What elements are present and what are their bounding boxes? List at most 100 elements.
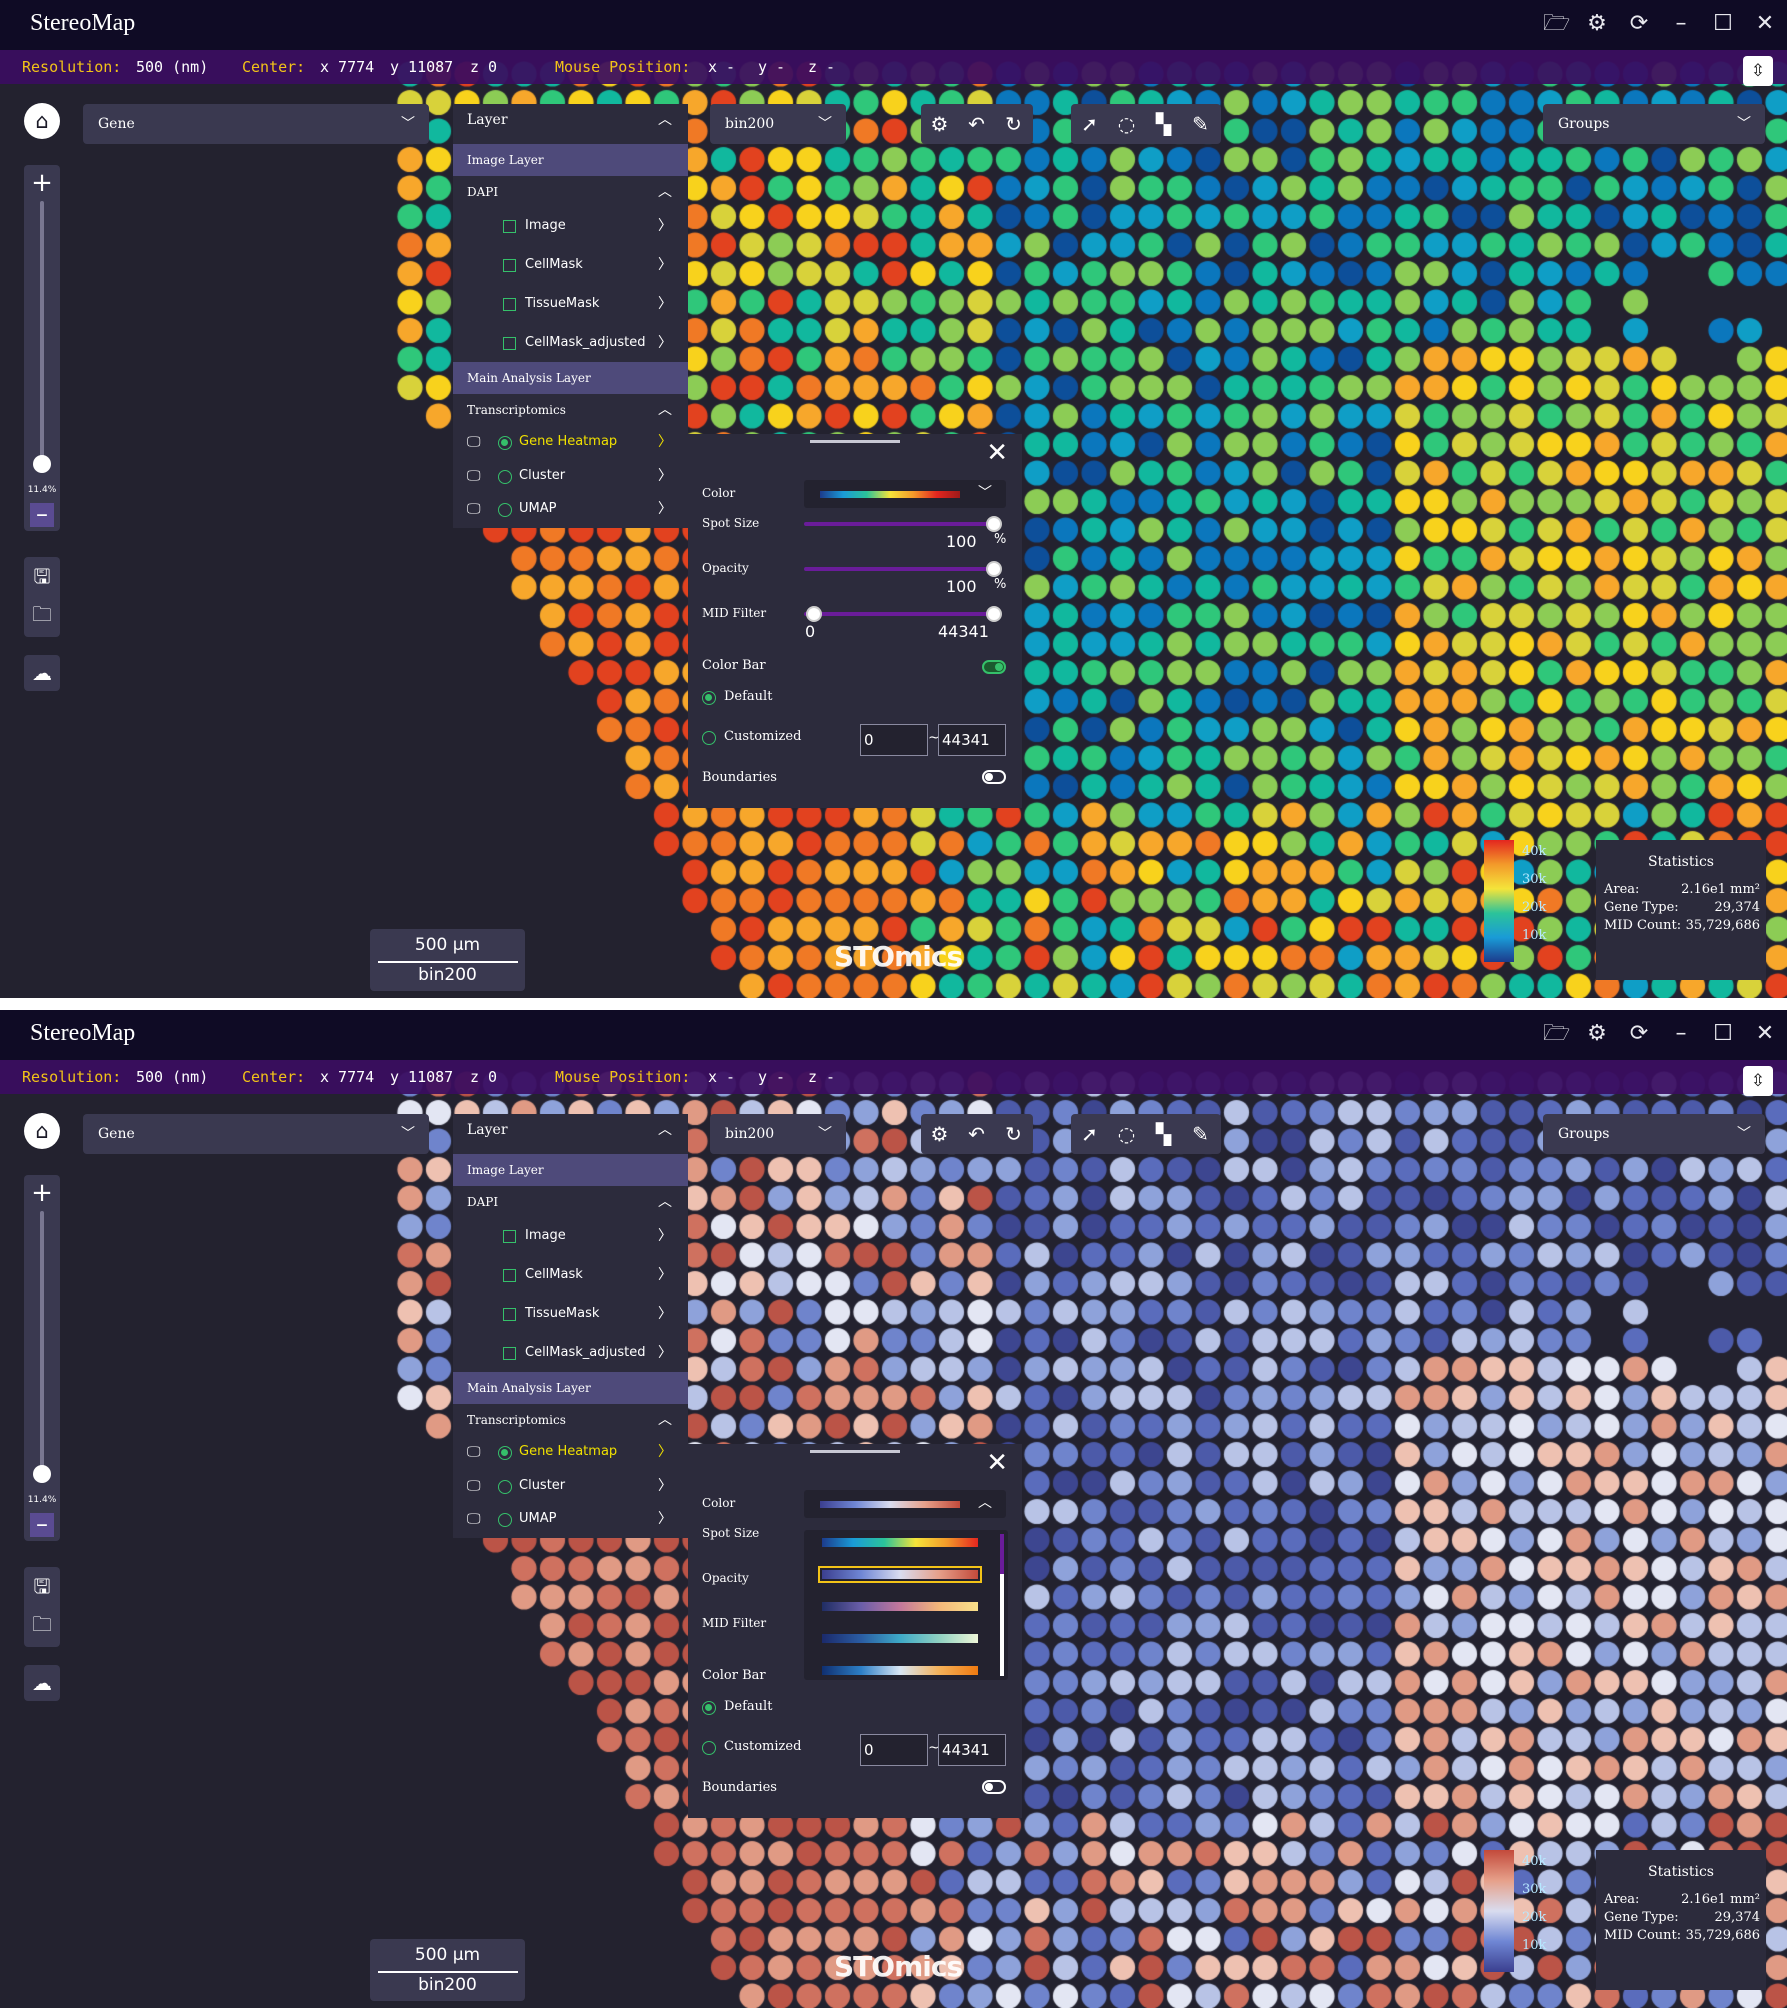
custom-min-input[interactable]: 0 <box>860 724 928 756</box>
chevron-right-icon[interactable]: 〉 <box>658 1306 672 1322</box>
custom-max-input[interactable]: 44341 <box>938 1734 1006 1766</box>
radio[interactable] <box>498 503 512 517</box>
lasso-icon[interactable]: ◌ <box>1117 1122 1136 1146</box>
radio-selected[interactable] <box>498 1446 512 1460</box>
transcriptomics-group[interactable]: Transcriptomics ︿ <box>453 394 688 426</box>
spot-size-slider[interactable] <box>804 516 1002 532</box>
layer-item-umap[interactable]: 🖵 UMAP 〉 <box>453 1503 688 1535</box>
boundaries-toggle[interactable] <box>982 1780 1006 1794</box>
save-icon[interactable]: 🖫 <box>33 564 51 588</box>
layer-item-image[interactable]: Image 〉 <box>453 210 688 242</box>
zoom-out-button[interactable]: – <box>30 1512 54 1537</box>
save-icon[interactable]: 🖫 <box>33 1574 51 1598</box>
close-icon[interactable]: ✕ <box>986 438 1008 468</box>
default-radio[interactable] <box>702 691 716 705</box>
open-folder-icon[interactable]: 🗀 <box>32 602 52 626</box>
slider-knob-max[interactable] <box>986 606 1002 622</box>
checkbox[interactable] <box>503 1308 516 1321</box>
colormap-option-orange-blue[interactable] <box>822 1666 978 1675</box>
screen-icon[interactable]: 🖵 <box>467 434 481 450</box>
pin-icon[interactable]: ⇳ <box>1743 1066 1773 1096</box>
checkbox[interactable] <box>503 220 516 233</box>
screen-icon[interactable]: 🖵 <box>467 501 481 517</box>
home-icon[interactable]: ⌂ <box>24 103 60 139</box>
zoom-slider-track[interactable] <box>40 1211 44 1477</box>
settings-icon[interactable]: ⚙ <box>930 1122 949 1146</box>
refresh-icon[interactable]: ⟳ <box>1629 1021 1649 1046</box>
open-folder-icon[interactable]: 🗀 <box>32 1612 52 1636</box>
layer-item-gene-heatmap[interactable]: 🖵 Gene Heatmap 〉 <box>453 426 688 458</box>
screen-icon[interactable]: 🖵 <box>467 1511 481 1527</box>
chevron-right-icon[interactable]: 〉 <box>658 434 672 450</box>
layer-item-tissuemask[interactable]: TissueMask 〉 <box>453 288 688 320</box>
mid-filter-slider[interactable] <box>804 606 1002 622</box>
maximize-icon[interactable]: ☐ <box>1713 11 1733 36</box>
checkbox[interactable] <box>503 1269 516 1282</box>
gene-dropdown[interactable]: Gene ﹀ <box>83 104 429 144</box>
layer-item-cluster[interactable]: 🖵 Cluster 〉 <box>453 460 688 492</box>
colormap-select[interactable]: ﹀ <box>804 480 1006 508</box>
radio[interactable] <box>498 470 512 484</box>
chevron-right-icon[interactable]: 〉 <box>658 335 672 351</box>
checkbox[interactable] <box>503 298 516 311</box>
colormap-option-plasma[interactable] <box>822 1602 978 1611</box>
opacity-slider[interactable] <box>804 561 1002 577</box>
checkbox[interactable] <box>503 337 516 350</box>
maximize-icon[interactable]: ☐ <box>1713 1021 1733 1046</box>
zoom-out-button[interactable]: – <box>30 502 54 527</box>
minimize-icon[interactable]: – <box>1675 1021 1687 1046</box>
zoom-in-button[interactable]: + <box>31 168 53 198</box>
drag-handle[interactable] <box>810 1450 900 1453</box>
settings-icon[interactable]: ⚙ <box>930 112 949 136</box>
bin-dropdown[interactable]: bin200 ﹀ <box>710 104 846 144</box>
layer-item-cellmask-adjusted[interactable]: CellMask_adjusted 〉 <box>453 327 688 359</box>
custom-min-input[interactable]: 0 <box>860 1734 928 1766</box>
undo-icon[interactable]: ↶ <box>968 112 985 136</box>
close-icon[interactable]: ✕ <box>1755 1021 1775 1046</box>
customized-radio[interactable] <box>702 1741 716 1755</box>
chevron-right-icon[interactable]: 〉 <box>658 1228 672 1244</box>
layer-header[interactable]: Layer ︿ <box>453 104 688 136</box>
redo-icon[interactable]: ↻ <box>1005 112 1022 136</box>
close-icon[interactable]: ✕ <box>1755 11 1775 36</box>
cloud-upload-icon[interactable]: ☁ <box>24 655 60 691</box>
checkbox[interactable] <box>503 259 516 272</box>
folder-open-icon[interactable]: 🗁 <box>1543 11 1571 36</box>
chevron-right-icon[interactable]: 〉 <box>658 257 672 273</box>
radio[interactable] <box>498 1480 512 1494</box>
rectangle-select-icon[interactable]: ▚ <box>1155 112 1172 136</box>
zoom-slider-thumb[interactable] <box>33 455 51 473</box>
layer-item-tissuemask[interactable]: TissueMask 〉 <box>453 1298 688 1330</box>
pin-icon[interactable]: ⇳ <box>1743 56 1773 86</box>
lasso-icon[interactable]: ◌ <box>1117 112 1136 136</box>
folder-open-icon[interactable]: 🗁 <box>1543 1021 1571 1046</box>
drag-handle[interactable] <box>810 440 900 443</box>
boundaries-toggle[interactable] <box>982 770 1006 784</box>
chevron-right-icon[interactable]: 〉 <box>658 501 672 517</box>
gene-dropdown[interactable]: Gene ﹀ <box>83 1114 429 1154</box>
bin-dropdown[interactable]: bin200 ﹀ <box>710 1114 846 1154</box>
minimize-icon[interactable]: – <box>1675 11 1687 36</box>
colormap-option-ocean[interactable] <box>822 1634 978 1643</box>
layer-item-cluster[interactable]: 🖵 Cluster 〉 <box>453 1470 688 1502</box>
cloud-upload-icon[interactable]: ☁ <box>24 1665 60 1701</box>
chevron-right-icon[interactable]: 〉 <box>658 1444 672 1460</box>
slider-knob[interactable] <box>986 516 1002 532</box>
layer-item-cellmask-adjusted[interactable]: CellMask_adjusted 〉 <box>453 1337 688 1369</box>
chevron-right-icon[interactable]: 〉 <box>658 1511 672 1527</box>
chevron-right-icon[interactable]: 〉 <box>658 296 672 312</box>
default-radio[interactable] <box>702 1701 716 1715</box>
colormap-select[interactable]: ︿ <box>804 1490 1006 1518</box>
color-bar-toggle[interactable] <box>982 660 1006 674</box>
ruler-icon[interactable]: ✎ <box>1192 1122 1209 1146</box>
screen-icon[interactable]: 🖵 <box>467 1444 481 1460</box>
slider-knob[interactable] <box>986 561 1002 577</box>
close-icon[interactable]: ✕ <box>986 1448 1008 1478</box>
refresh-icon[interactable]: ⟳ <box>1629 11 1649 36</box>
colormap-option-rainbow[interactable] <box>822 1538 978 1547</box>
ruler-icon[interactable]: ✎ <box>1192 112 1209 136</box>
colormap-option-coolwarm[interactable] <box>818 1566 982 1583</box>
home-icon[interactable]: ⌂ <box>24 1113 60 1149</box>
zoom-slider-track[interactable] <box>40 201 44 467</box>
groups-dropdown[interactable]: Groups ﹀ <box>1543 104 1765 144</box>
